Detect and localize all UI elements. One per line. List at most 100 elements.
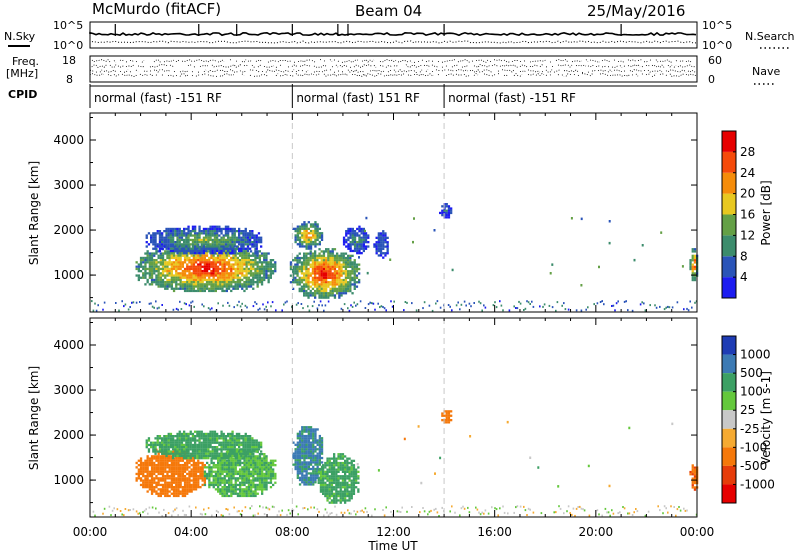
echo-cell xyxy=(148,267,151,271)
echo-cell xyxy=(314,432,317,435)
echo-cell xyxy=(185,446,188,449)
noise-cell xyxy=(678,506,680,508)
echo-cell xyxy=(254,267,257,271)
echo-cell xyxy=(175,470,178,473)
echo-cell xyxy=(163,437,166,440)
echo-cell xyxy=(219,481,222,484)
noise-cell xyxy=(94,302,96,305)
echo-cell xyxy=(192,254,195,257)
echo-cell xyxy=(168,494,171,498)
echo-cell xyxy=(256,486,259,489)
echo-cell xyxy=(220,252,223,255)
noise-cell xyxy=(327,514,330,517)
echo-cell xyxy=(234,272,237,275)
echo-cell xyxy=(344,278,348,282)
echo-cell xyxy=(150,492,154,495)
echo-cell xyxy=(209,450,212,453)
echo-cell xyxy=(233,232,236,235)
echo-cell xyxy=(258,486,262,489)
echo-cell xyxy=(172,227,175,231)
echo-cell xyxy=(161,455,165,458)
echo-cell xyxy=(347,287,350,290)
echo-cell xyxy=(247,256,250,260)
noise-cell xyxy=(366,510,368,513)
echo-cell xyxy=(341,497,345,500)
echo-cell xyxy=(239,490,242,493)
echo-cell xyxy=(322,281,326,284)
echo-cell xyxy=(199,245,202,249)
echo-cell xyxy=(252,472,255,476)
echo-cell xyxy=(208,263,211,266)
echo-cell xyxy=(243,283,246,286)
noise-cell xyxy=(667,511,669,514)
noise-cell xyxy=(580,507,583,510)
echo-cell xyxy=(144,283,147,286)
echo-cell xyxy=(221,468,224,471)
echo-cell xyxy=(317,477,320,480)
echo-cell xyxy=(309,245,313,248)
echo-cell xyxy=(294,236,297,239)
echo-cell xyxy=(325,261,328,264)
echo-cell xyxy=(260,261,264,264)
echo-cell xyxy=(238,278,242,282)
echo-cell xyxy=(263,274,266,277)
echo-cell xyxy=(307,443,310,446)
echo-cell xyxy=(294,467,297,471)
echo-cell xyxy=(333,470,336,473)
echo-cell xyxy=(164,270,167,273)
echo-cell xyxy=(234,263,237,266)
echo-cell xyxy=(314,229,317,233)
echo-cell xyxy=(207,227,210,231)
echo-cell xyxy=(148,457,151,460)
echo-cell xyxy=(250,490,253,493)
echo-cell xyxy=(196,452,199,455)
echo-cell xyxy=(200,245,203,248)
echo-cell xyxy=(263,256,266,260)
noise-cell xyxy=(180,308,183,310)
echo-cell xyxy=(235,439,239,442)
echo-cell xyxy=(255,236,258,239)
echo-cell xyxy=(353,265,356,268)
echo-cell xyxy=(693,259,697,262)
echo-cell xyxy=(188,287,191,290)
noise-cell xyxy=(367,303,370,306)
echo-cell xyxy=(239,483,242,487)
noise-cell xyxy=(494,507,496,510)
echo-cell xyxy=(194,486,198,489)
echo-cell xyxy=(240,443,243,447)
echo-cell xyxy=(234,481,237,484)
echo-cell xyxy=(205,265,209,268)
echo-cell xyxy=(194,443,197,447)
echo-cell xyxy=(347,276,350,279)
echo-cell xyxy=(203,481,206,484)
echo-cell xyxy=(228,470,231,473)
echo-cell xyxy=(175,283,178,286)
echo-cell xyxy=(307,441,310,444)
echo-cell xyxy=(243,492,246,495)
echo-cell xyxy=(333,497,336,500)
echo-cell xyxy=(382,236,385,239)
echo-cell xyxy=(298,478,302,482)
echo-cell xyxy=(217,457,220,460)
cpid-strip: CPID normal (fast) -151 RF normal (fast) … xyxy=(8,84,697,108)
noise-cell xyxy=(468,302,471,305)
echo-cell xyxy=(234,254,237,257)
echo-cell xyxy=(224,247,228,250)
echo-cell xyxy=(312,472,315,475)
echo-cell xyxy=(241,481,244,484)
echo-cell xyxy=(169,443,173,447)
echo-cell xyxy=(210,256,213,260)
echo-cell xyxy=(178,454,181,458)
echo-cell xyxy=(224,441,228,444)
echo-cell xyxy=(200,450,203,453)
noise-cell xyxy=(316,508,319,511)
echo-cell xyxy=(183,479,187,482)
echo-cell xyxy=(337,499,340,502)
echo-cell xyxy=(693,248,697,251)
echo-cell xyxy=(296,443,299,446)
echo-cell xyxy=(691,278,694,282)
echo-cell xyxy=(175,494,178,498)
echo-cell xyxy=(198,247,201,250)
echo-cell xyxy=(292,441,295,444)
echo-cell xyxy=(246,247,250,250)
